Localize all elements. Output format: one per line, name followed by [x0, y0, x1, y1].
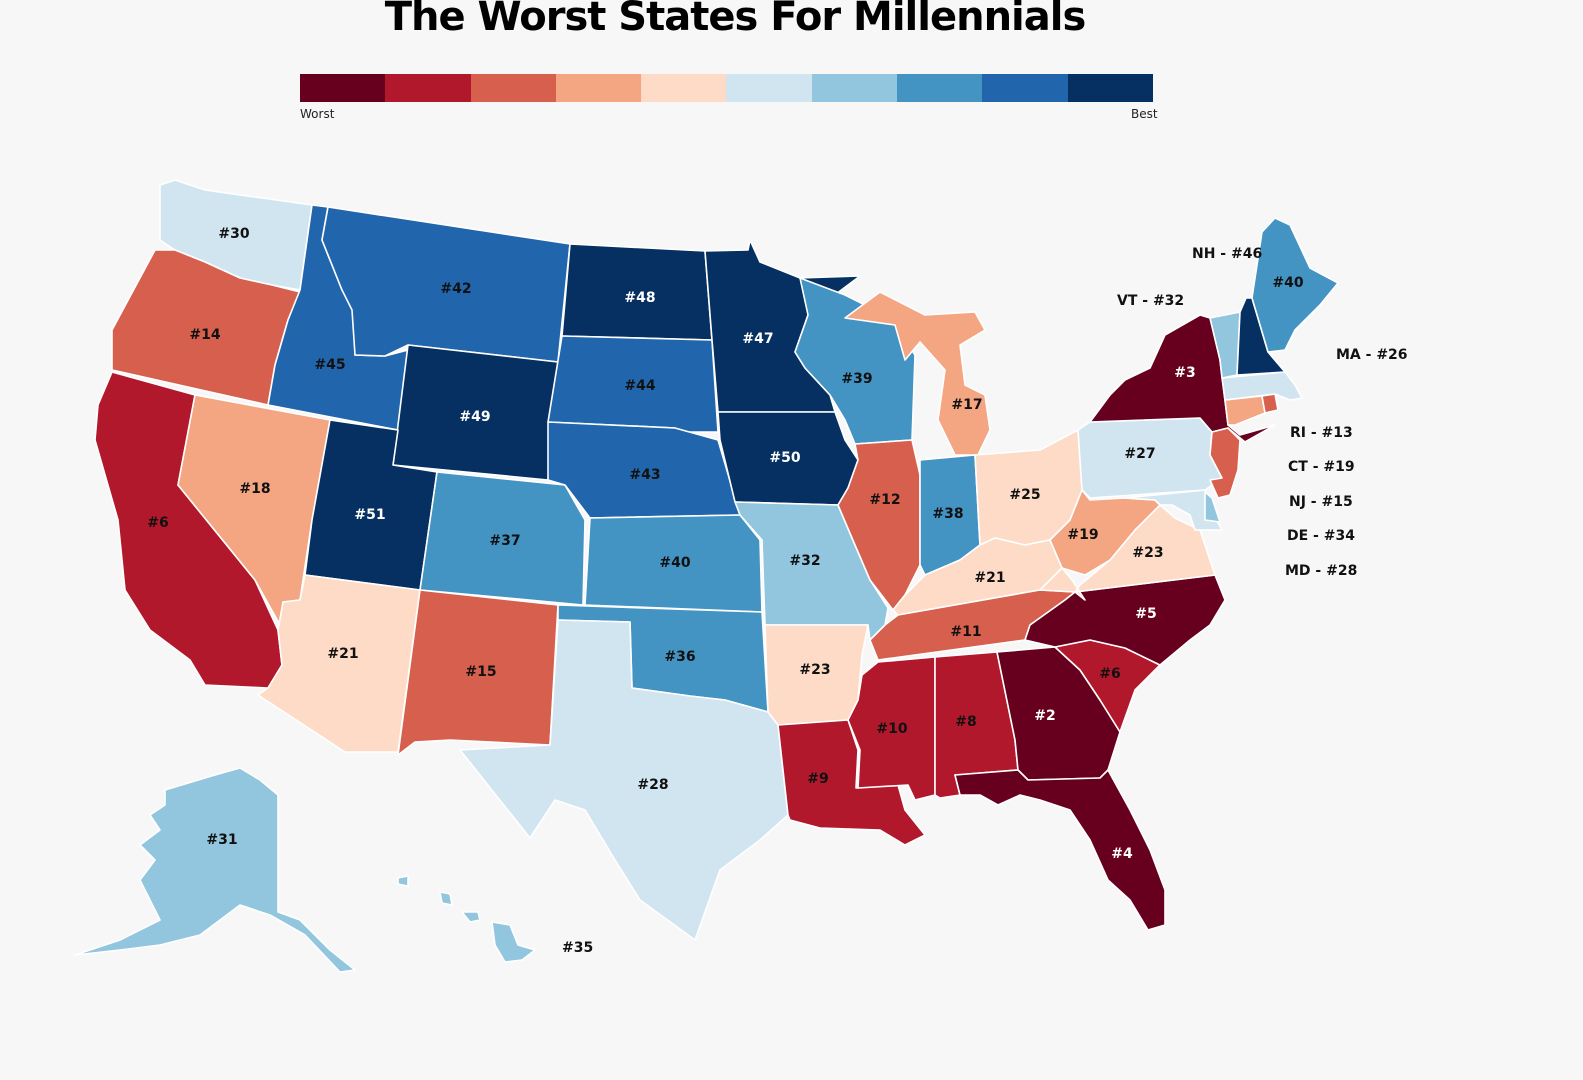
vt-label: VT - #32 — [1117, 293, 1185, 309]
state-label-wv: #19 — [1067, 527, 1098, 543]
state-hi1[interactable] — [397, 875, 409, 887]
state-ky[interactable] — [892, 537, 1063, 616]
state-mt[interactable] — [321, 206, 571, 363]
state-label-ak: #31 — [206, 832, 237, 848]
ma-label: MA - #26 — [1336, 347, 1408, 363]
legend-swatch-10 — [1067, 74, 1153, 102]
state-label-fl: #4 — [1111, 846, 1133, 862]
state-label-az: #21 — [327, 646, 358, 662]
state-mi[interactable] — [844, 291, 991, 456]
state-label-wa: #30 — [218, 226, 249, 242]
page-title: The Worst States For Millennials — [384, 0, 1087, 40]
state-label-in: #38 — [932, 506, 963, 522]
state-label-va: #23 — [1132, 545, 1163, 561]
nh-label: NH - #46 — [1192, 246, 1263, 262]
ct-label: CT - #19 — [1288, 459, 1355, 475]
state-label-ms: #10 — [876, 721, 907, 737]
state-label-ky: #21 — [974, 570, 1005, 586]
state-nc[interactable] — [1024, 574, 1226, 666]
state-label-me: #40 — [1272, 275, 1303, 291]
state-label-ne: #43 — [629, 467, 660, 483]
state-la[interactable] — [777, 719, 926, 846]
state-label-wy: #49 — [459, 409, 490, 425]
state-nj[interactable] — [1209, 427, 1241, 499]
state-me[interactable] — [1251, 217, 1339, 353]
state-ma[interactable] — [1221, 371, 1303, 401]
state-label-oh: #25 — [1009, 487, 1040, 503]
legend-swatch-6 — [726, 74, 812, 102]
legend-low-label: Worst — [300, 107, 335, 121]
legend-swatch-9 — [982, 74, 1068, 102]
state-label-tx: #28 — [637, 777, 668, 793]
state-label-nd: #48 — [624, 290, 655, 306]
state-label-mi: #17 — [951, 397, 982, 413]
state-label-ia: #50 — [769, 450, 800, 466]
legend-swatch-2 — [385, 74, 471, 102]
color-legend — [300, 74, 1153, 102]
state-hi3[interactable] — [461, 911, 481, 923]
state-label-ar: #23 — [799, 662, 830, 678]
state-ri[interactable] — [1261, 393, 1279, 414]
state-label-ny: #3 — [1174, 365, 1195, 381]
state-label-mn: #47 — [742, 331, 773, 347]
hi-label: #35 — [562, 940, 594, 956]
legend-swatch-4 — [555, 74, 642, 102]
legend-high-label: Best — [1131, 107, 1158, 121]
legend-swatch-1 — [300, 74, 386, 102]
state-label-sd: #44 — [624, 378, 655, 394]
state-label-nc: #5 — [1135, 606, 1156, 622]
state-label-ok: #36 — [664, 649, 695, 665]
state-tx[interactable] — [459, 619, 789, 941]
legend-swatch-7 — [811, 74, 898, 102]
state-hi4[interactable] — [491, 921, 536, 963]
state-il[interactable] — [837, 439, 921, 611]
state-fl[interactable] — [954, 769, 1166, 931]
state-label-ut: #51 — [354, 507, 385, 523]
state-label-mt: #42 — [440, 281, 471, 297]
state-label-id: #45 — [314, 357, 345, 373]
state-label-nv: #18 — [239, 481, 270, 497]
state-label-pa: #27 — [1124, 446, 1155, 462]
state-label-ks: #40 — [659, 555, 690, 571]
nj-label: NJ - #15 — [1289, 494, 1353, 510]
state-label-wi: #39 — [841, 371, 872, 387]
legend-swatch-5 — [641, 74, 727, 102]
de-label: DE - #34 — [1287, 528, 1355, 544]
state-hi2[interactable] — [439, 891, 453, 906]
state-label-ga: #2 — [1034, 708, 1055, 724]
state-label-sc: #6 — [1099, 666, 1120, 682]
state-label-co: #37 — [489, 533, 520, 549]
state-ks[interactable] — [584, 514, 763, 613]
legend-swatch-3 — [470, 74, 556, 102]
legend-swatch-8 — [897, 74, 983, 102]
state-label-al: #8 — [955, 714, 976, 730]
state-label-la: #9 — [807, 771, 828, 787]
ri-label: RI - #13 — [1290, 425, 1353, 441]
state-label-or: #14 — [189, 327, 220, 343]
state-label-mo: #32 — [789, 553, 820, 569]
state-label-il: #12 — [869, 492, 900, 508]
state-label-tn: #11 — [950, 624, 981, 640]
state-label-ca: #6 — [147, 515, 168, 531]
state-de[interactable] — [1204, 491, 1221, 523]
md-label: MD - #28 — [1285, 563, 1358, 579]
state-ak[interactable] — [74, 767, 356, 973]
state-vt[interactable] — [1209, 311, 1241, 379]
state-label-nm: #15 — [465, 664, 496, 680]
state-ct[interactable] — [1224, 395, 1266, 426]
state-co[interactable] — [419, 471, 586, 606]
